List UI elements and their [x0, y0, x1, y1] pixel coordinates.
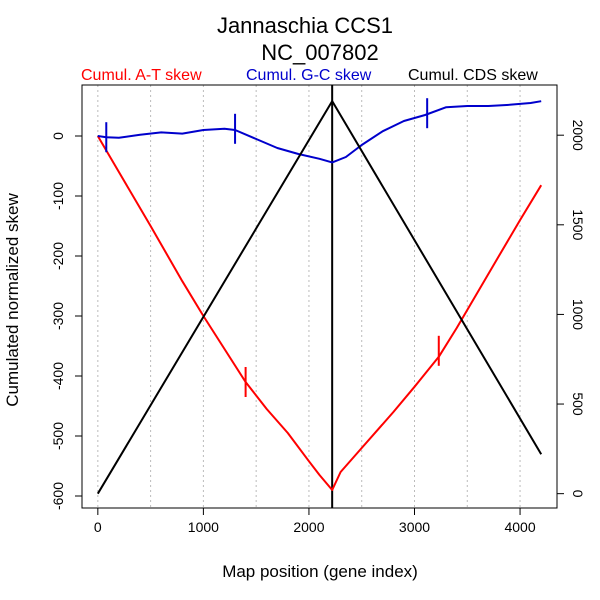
y-tick-label: -200	[50, 242, 66, 270]
legend-at-skew: Cumul. A-T skew	[81, 67, 202, 84]
y-tick-label: -400	[50, 362, 66, 390]
y2-tick-label: 1000	[570, 299, 586, 330]
legend-cds-skew: Cumul. CDS skew	[408, 67, 538, 84]
x-tick-label: 1000	[188, 519, 219, 535]
x-tick-label: 3000	[399, 519, 430, 535]
x-tick-label: 4000	[504, 519, 535, 535]
legend-gc-skew: Cumul. G-C skew	[246, 67, 372, 84]
y-axis-label: Cumulated normalized skew	[3, 193, 22, 407]
at-skew-line	[96, 135, 543, 491]
cds-skew-line	[96, 100, 543, 495]
x-tick-label: 2000	[293, 519, 324, 535]
series-layer	[96, 85, 543, 508]
gc-skew-line	[97, 100, 542, 164]
y-tick-label: 0	[50, 132, 66, 140]
y-tick-label: -600	[50, 482, 66, 510]
y2-tick-label: 1500	[570, 209, 586, 240]
plot-frame	[81, 84, 558, 509]
chart-title: Jannaschia CCS1	[217, 13, 393, 38]
x-axis-label: Map position (gene index)	[222, 562, 418, 581]
grid-lines	[97, 85, 521, 508]
x-tick-label: 0	[94, 519, 102, 535]
y2-tick-label: 500	[570, 392, 586, 416]
y2-tick-label: 2000	[570, 120, 586, 151]
y-tick-label: -300	[50, 302, 66, 330]
chart-subtitle: NC_007802	[261, 40, 378, 65]
y-tick-label: -100	[50, 182, 66, 210]
axis-ticks: 0 1000 2000 3000 4000 0 -100 -200 -300 -400 -500 -6…	[50, 120, 586, 535]
y-tick-label: -500	[50, 422, 66, 450]
y2-tick-label: 0	[570, 490, 586, 498]
